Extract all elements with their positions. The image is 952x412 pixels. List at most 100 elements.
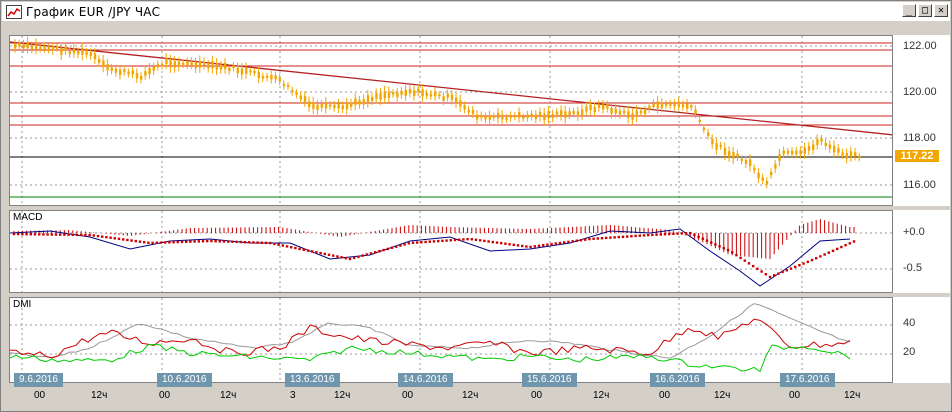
macd-signal-dot <box>176 240 179 244</box>
close-button[interactable]: ✕ <box>934 4 948 17</box>
candle-body <box>497 112 500 119</box>
candle-body <box>770 171 773 176</box>
candle-body <box>169 60 172 68</box>
time-label: 12ч <box>844 390 861 401</box>
price-axis-label: 122.00 <box>903 40 937 52</box>
candle-body <box>324 102 328 109</box>
candle-body <box>308 101 311 108</box>
macd-signal-dot <box>827 251 830 254</box>
candle-body <box>236 67 239 74</box>
chart-app-icon <box>6 4 22 19</box>
candle-body <box>749 159 752 167</box>
title-bar[interactable]: График EUR /JPY ЧАС _ □ ✕ <box>2 2 950 21</box>
macd-signal-dot <box>71 233 74 236</box>
candle-body <box>64 46 67 51</box>
price-axis-label: 118.00 <box>903 132 936 144</box>
macd-signal-dot <box>365 253 368 256</box>
candle-body <box>232 65 235 69</box>
candle-body <box>266 75 269 79</box>
candle-body <box>219 65 223 70</box>
macd-signal-dot <box>122 238 125 241</box>
trend-line <box>10 41 892 136</box>
candle-body <box>413 90 416 96</box>
candle-body <box>597 104 601 108</box>
date-label: 9.6.2016 <box>14 373 63 387</box>
candle-body <box>287 84 290 87</box>
candle-body <box>723 147 727 155</box>
candle-body <box>837 148 840 153</box>
window-title: График EUR /JPY ЧАС <box>26 4 161 19</box>
minimize-button[interactable]: _ <box>902 4 916 17</box>
candle-body <box>404 89 407 96</box>
candle-body <box>442 96 445 101</box>
price-axis: 122.00 120.00 118.00 116.00 117.22 <box>893 35 950 206</box>
macd-signal-dot <box>500 241 503 245</box>
macd-signal-dot <box>689 231 692 235</box>
dmi-panel-name: DMI <box>13 299 32 310</box>
macd-signal-dot <box>353 256 356 260</box>
macd-signal-dot <box>92 234 95 237</box>
maximize-button[interactable]: □ <box>918 4 932 17</box>
candle-body <box>303 96 307 102</box>
macd-signal-dot <box>474 238 478 241</box>
macd-signal-dot <box>374 251 377 254</box>
price-chart-panel[interactable] <box>9 35 893 206</box>
macd-signal-dot <box>361 254 364 257</box>
date-label: 13.6.2016 <box>285 373 340 387</box>
macd-signal-dot <box>764 273 767 276</box>
candle-body <box>681 104 685 108</box>
candle-body <box>39 46 42 50</box>
macd-signal-dot <box>390 246 394 249</box>
candle-body <box>358 100 361 105</box>
candle-body <box>656 101 659 109</box>
candle-body <box>484 116 487 120</box>
candle-body <box>555 111 559 115</box>
candle-body <box>774 164 777 169</box>
candle-body <box>77 51 80 55</box>
candle-body <box>261 75 265 79</box>
macd-signal-dot <box>537 244 541 247</box>
macd-signal-dot <box>458 238 461 241</box>
macd-axis-label: -0.5 <box>903 262 922 274</box>
candle-body <box>110 67 113 71</box>
macd-signal-dot <box>546 243 549 246</box>
macd-signal-dot <box>88 233 91 237</box>
candle-body <box>845 153 848 159</box>
candle-body <box>379 93 382 100</box>
candle-body <box>295 92 298 96</box>
macd-signal-dot <box>747 262 751 265</box>
macd-signal-dot <box>218 240 221 243</box>
dmi-panel[interactable]: DMI <box>9 297 893 383</box>
macd-svg <box>10 211 892 292</box>
candle-body <box>392 92 395 95</box>
macd-signal-dot <box>113 237 116 240</box>
macd-signal-dot <box>151 241 154 245</box>
macd-signal-dot <box>676 232 679 235</box>
macd-signal-dot <box>453 238 457 242</box>
macd-signal-dot <box>222 240 226 243</box>
candle-body <box>669 103 672 106</box>
macd-signal-dot <box>319 251 322 255</box>
candle-body <box>345 102 349 110</box>
macd-signal-dot <box>705 239 709 242</box>
candle-body <box>366 95 370 103</box>
candle-body <box>568 111 571 116</box>
macd-signal-dot <box>424 240 427 244</box>
macd-signal-dot <box>105 235 108 239</box>
macd-signal-dot <box>193 240 196 243</box>
candle-body <box>707 132 710 136</box>
macd-panel[interactable]: MACD <box>9 210 893 293</box>
macd-signal-dot <box>344 256 347 260</box>
macd-signal-dot <box>298 247 301 251</box>
macd-signal-dot <box>411 241 415 244</box>
candle-body <box>799 150 802 155</box>
macd-signal-dot <box>739 256 742 260</box>
macd-signal-dot <box>67 233 70 236</box>
macd-signal-dot <box>17 232 20 236</box>
candle-body <box>35 43 38 50</box>
macd-signal-dot <box>243 240 247 244</box>
candle-body <box>505 117 508 120</box>
macd-signal-dot <box>340 256 343 259</box>
macd-signal-dot <box>798 264 801 267</box>
candle-body <box>690 105 693 108</box>
